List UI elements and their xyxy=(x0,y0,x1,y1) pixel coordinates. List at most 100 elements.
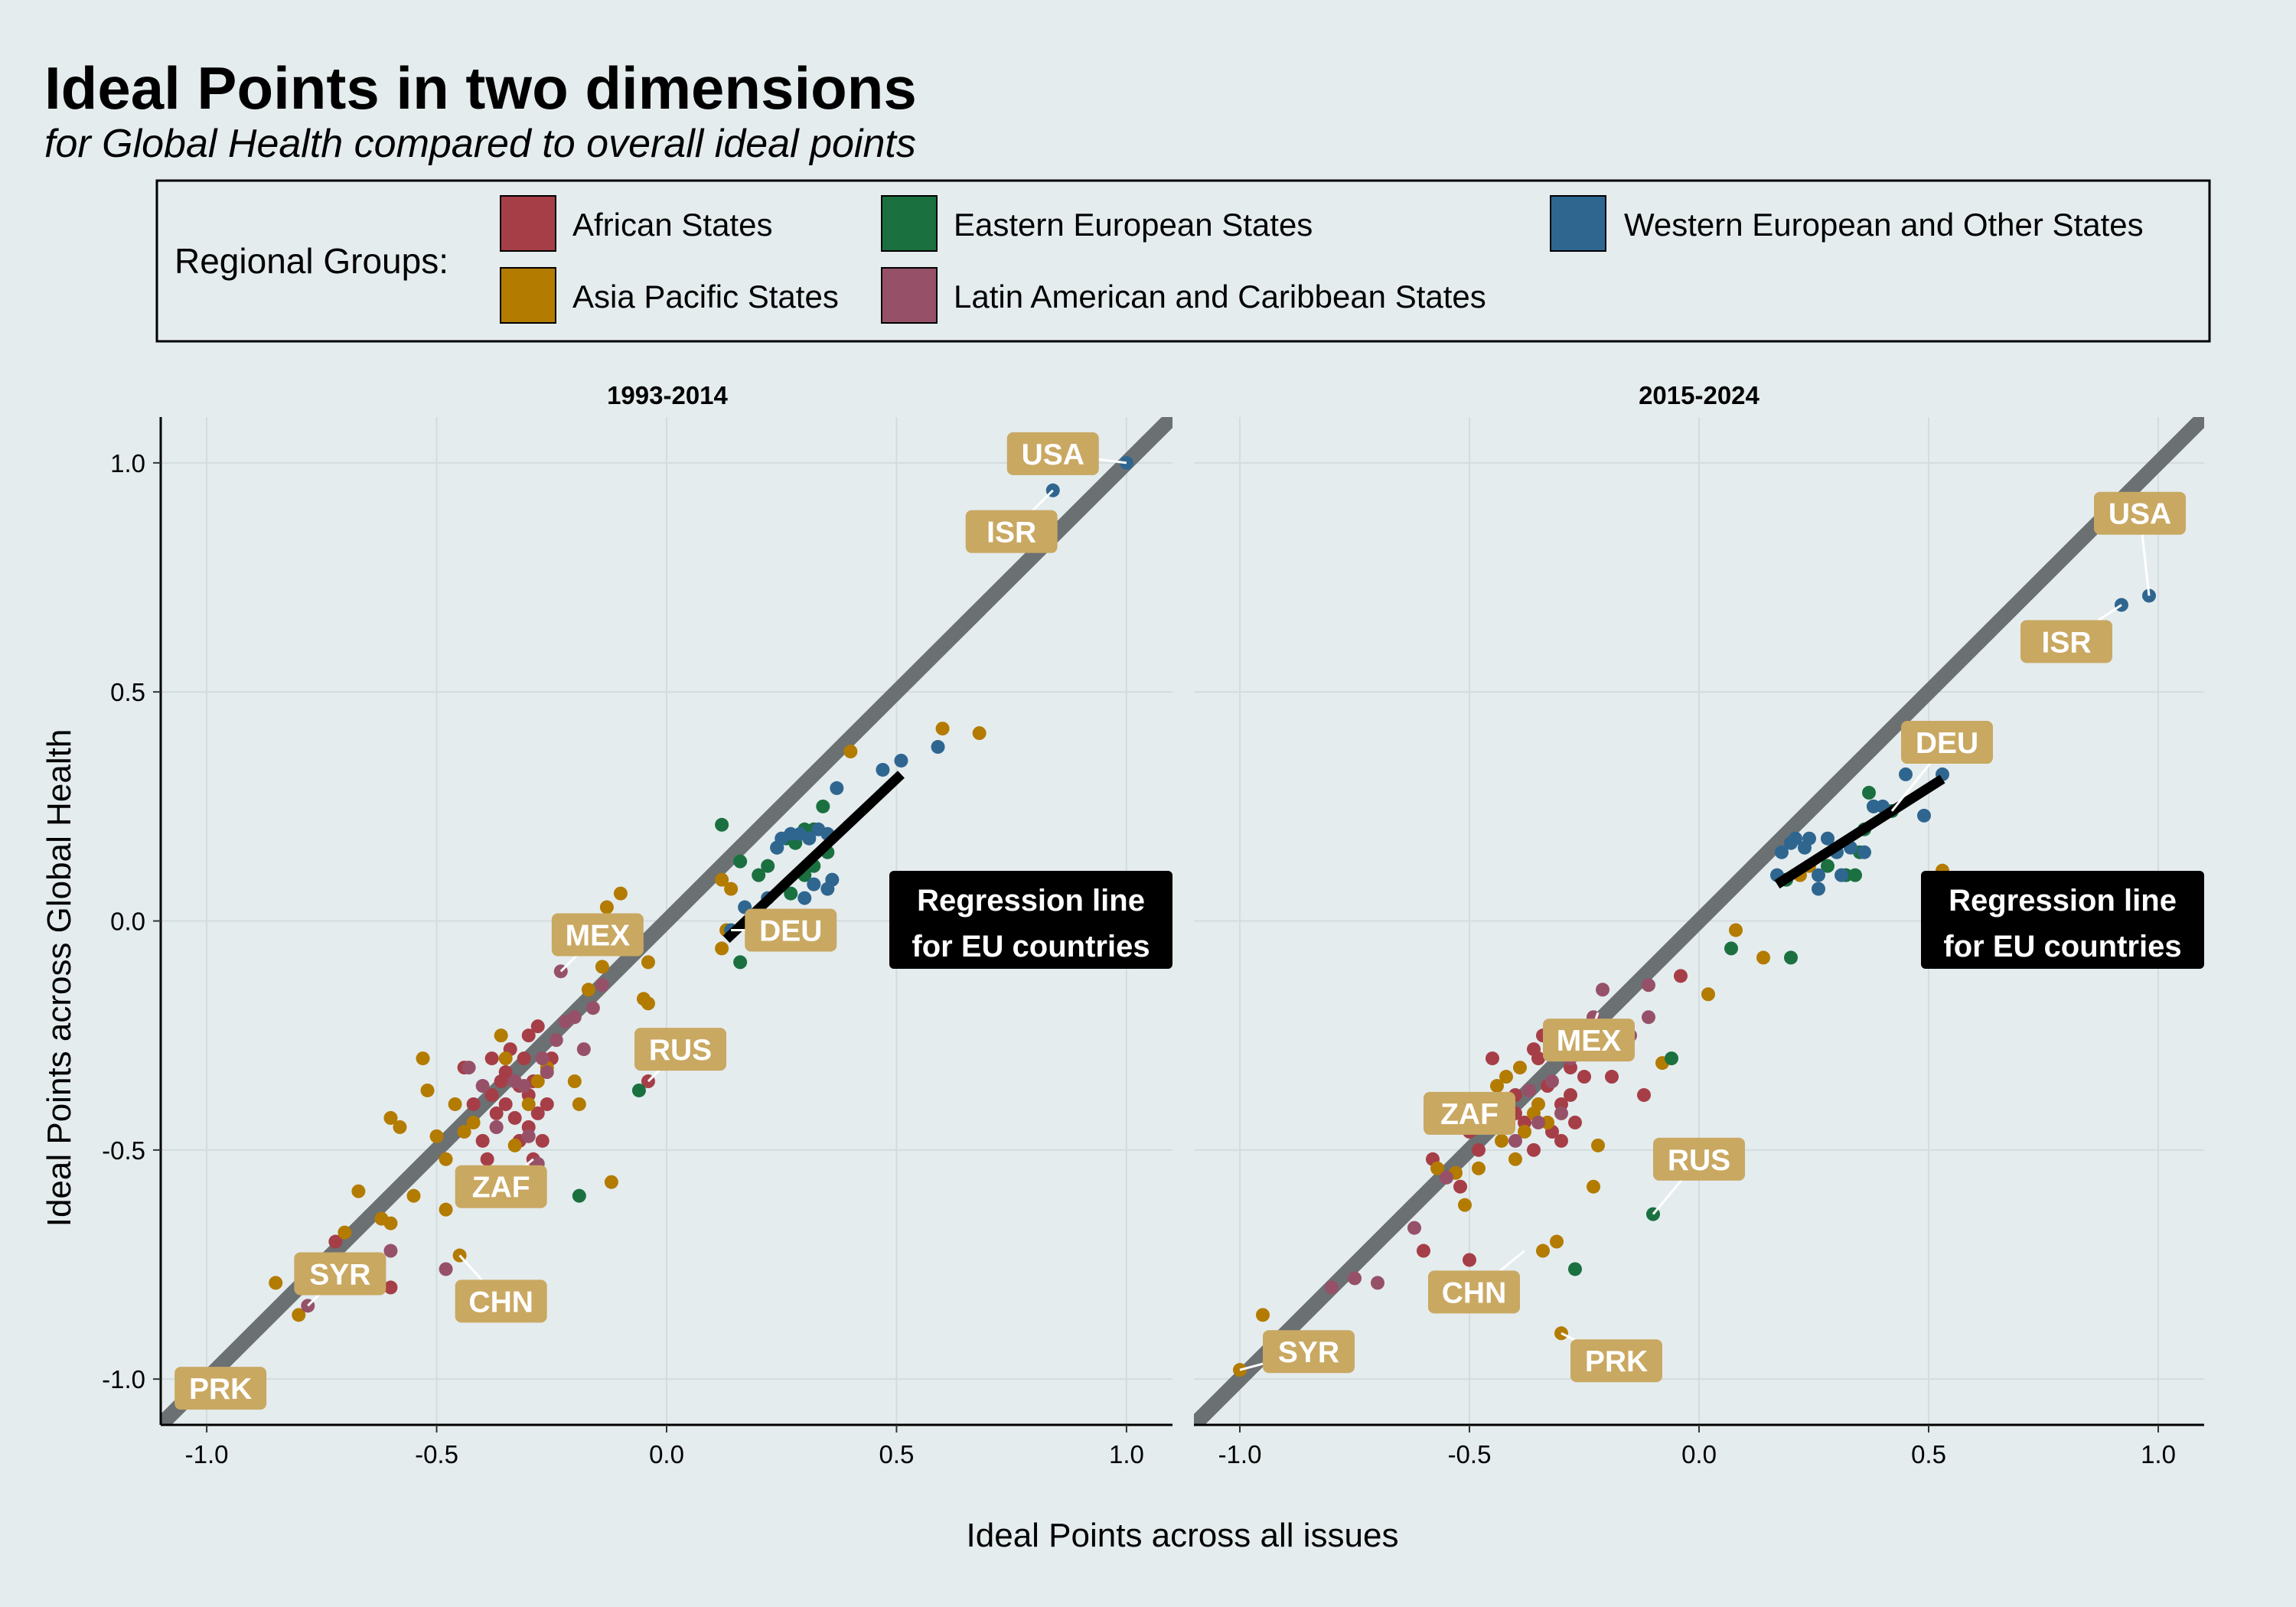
point-ap xyxy=(292,1308,306,1322)
label-box xyxy=(174,1367,267,1410)
point-we xyxy=(1812,868,1825,882)
regression-line-eu xyxy=(1774,774,1945,889)
point-la xyxy=(521,1129,536,1143)
point-ap xyxy=(1587,1179,1600,1194)
country-label-syr: SYR xyxy=(1239,1330,1355,1374)
point-ap xyxy=(1490,1079,1504,1094)
country-label-rus: RUS xyxy=(634,1028,727,1083)
label-text: USA xyxy=(2108,498,2171,531)
y-tick-label: 0.0 xyxy=(110,908,145,936)
x-tick-label: 0.0 xyxy=(1681,1440,1717,1468)
label-text: USA xyxy=(1022,438,1084,471)
x-tick-label: 0.5 xyxy=(1911,1440,1946,1468)
point-ap xyxy=(1518,1124,1531,1139)
country-label-rus: RUS xyxy=(1652,1137,1745,1215)
point-ee xyxy=(1665,1051,1678,1066)
point-af xyxy=(1637,1087,1651,1102)
x-tick-label: -0.5 xyxy=(1448,1440,1492,1468)
point-we xyxy=(1917,808,1931,823)
label-box xyxy=(1428,1270,1520,1314)
point-ee xyxy=(733,955,748,970)
point-la xyxy=(567,1010,582,1025)
point-ap xyxy=(416,1051,430,1066)
point-ee xyxy=(1848,868,1862,882)
point-la xyxy=(1545,1074,1559,1089)
point-af xyxy=(494,1074,508,1089)
country-label-deu: DEU xyxy=(1890,721,1993,812)
legend-item-african-states: African States xyxy=(500,195,772,252)
legend-title: Regional Groups: xyxy=(174,241,448,281)
point-af xyxy=(1531,1051,1545,1066)
point-af xyxy=(535,1133,550,1148)
label-box xyxy=(2020,620,2112,663)
label-text: PRK xyxy=(189,1373,252,1406)
point-af xyxy=(466,1097,481,1111)
point-la xyxy=(540,1065,554,1080)
point-af xyxy=(383,1280,398,1295)
legend-label: Western European and Other States xyxy=(1624,207,2144,243)
country-label-zaf: ZAF xyxy=(455,1158,547,1208)
point-ap xyxy=(383,1110,398,1125)
point-we xyxy=(807,877,821,892)
point-ap xyxy=(1531,1097,1545,1111)
point-la xyxy=(1348,1271,1362,1286)
point-la xyxy=(576,1042,591,1057)
point-af xyxy=(1605,1070,1619,1084)
panel-title-1993-2014: 1993-2014 xyxy=(607,381,728,409)
country-label-prk: PRK xyxy=(174,1367,267,1410)
note-line-1: Regression line xyxy=(917,884,1145,918)
x-tick-label: 0.5 xyxy=(879,1440,915,1468)
point-ap xyxy=(599,900,614,914)
country-label-usa: USA xyxy=(1006,432,1127,475)
legend-label: Asia Pacific States xyxy=(572,279,839,315)
legend-item-eastern-european-states: Eastern European States xyxy=(881,195,1313,252)
label-text: SYR xyxy=(309,1258,370,1291)
panel-title-2015-2024: 2015-2024 xyxy=(1639,381,1760,409)
country-label-deu: DEU xyxy=(731,908,837,952)
point-af xyxy=(475,1133,490,1148)
point-la xyxy=(1440,1170,1453,1185)
point-la xyxy=(1642,978,1655,993)
point-we xyxy=(820,882,835,896)
label-text: ZAF xyxy=(1440,1098,1499,1131)
point-la xyxy=(1508,1133,1522,1148)
point-ap xyxy=(972,726,987,741)
legend-swatch xyxy=(881,267,938,324)
point-we xyxy=(894,753,908,768)
legend: Regional Groups: African States Eastern … xyxy=(155,179,2211,343)
point-we xyxy=(1789,831,1802,846)
x-tick-label: 1.0 xyxy=(2141,1440,2176,1468)
point-ap xyxy=(498,1051,513,1066)
point-la xyxy=(1522,1083,1536,1097)
point-ap xyxy=(269,1276,283,1290)
chart-title: Ideal Points in two dimensions xyxy=(44,54,917,122)
label-box xyxy=(965,510,1058,553)
point-ee xyxy=(1568,1262,1582,1276)
point-ap xyxy=(439,1202,453,1217)
point-ap xyxy=(1729,923,1743,937)
point-ap xyxy=(439,1152,453,1166)
point-ap xyxy=(1701,987,1715,1002)
point-ap xyxy=(457,1124,471,1139)
point-la xyxy=(461,1061,476,1075)
point-ap xyxy=(1499,1070,1513,1084)
label-text: CHN xyxy=(468,1286,533,1319)
point-af xyxy=(480,1152,494,1166)
point-af xyxy=(484,1051,499,1066)
point-ee xyxy=(572,1188,586,1203)
point-af xyxy=(1486,1051,1499,1066)
label-text: ISR xyxy=(987,517,1036,549)
country-label-syr: SYR xyxy=(294,1252,386,1307)
point-ap xyxy=(1430,1161,1444,1175)
panel-1993-2014: USA ISR MEX DEU RUS ZAF SYR CHN PRK Regression li… xyxy=(159,417,1172,1426)
country-label-prk: PRK xyxy=(1561,1332,1662,1383)
point-ee xyxy=(715,817,729,832)
label-text: ISR xyxy=(2041,626,2091,659)
point-we xyxy=(802,831,817,846)
note-line-2: for EU countries xyxy=(1943,930,2181,963)
point-la xyxy=(1371,1276,1384,1290)
point-ee xyxy=(1862,785,1876,800)
country-label-chn: CHN xyxy=(455,1254,547,1323)
legend-swatch xyxy=(1550,195,1606,252)
